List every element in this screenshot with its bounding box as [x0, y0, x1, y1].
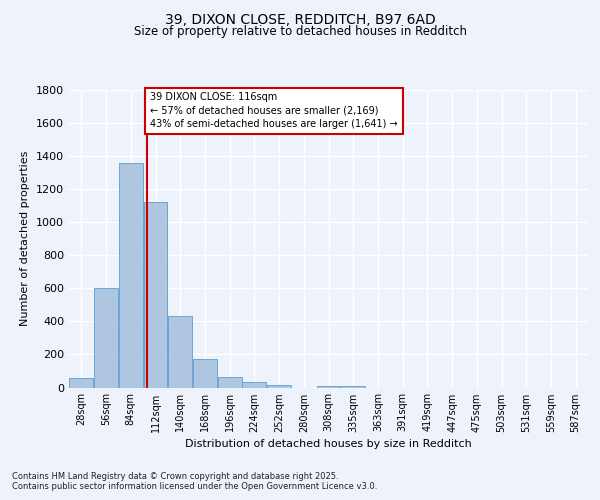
Bar: [317, 386, 340, 388]
Bar: [267, 385, 291, 388]
Bar: [143, 202, 167, 388]
Bar: [218, 377, 242, 388]
Bar: [193, 358, 217, 388]
X-axis label: Distribution of detached houses by size in Redditch: Distribution of detached houses by size …: [185, 439, 472, 449]
Bar: [94, 288, 118, 388]
Text: 39, DIXON CLOSE, REDDITCH, B97 6AD: 39, DIXON CLOSE, REDDITCH, B97 6AD: [164, 12, 436, 26]
Text: Contains HM Land Registry data © Crown copyright and database right 2025.: Contains HM Land Registry data © Crown c…: [12, 472, 338, 481]
Bar: [341, 386, 365, 388]
Text: Contains public sector information licensed under the Open Government Licence v3: Contains public sector information licen…: [12, 482, 377, 491]
Bar: [168, 316, 192, 388]
Text: 39 DIXON CLOSE: 116sqm
← 57% of detached houses are smaller (2,169)
43% of semi-: 39 DIXON CLOSE: 116sqm ← 57% of detached…: [151, 92, 398, 129]
Bar: [242, 382, 266, 388]
Bar: [119, 162, 143, 388]
Bar: [70, 378, 94, 388]
Y-axis label: Number of detached properties: Number of detached properties: [20, 151, 31, 326]
Text: Size of property relative to detached houses in Redditch: Size of property relative to detached ho…: [133, 25, 467, 38]
